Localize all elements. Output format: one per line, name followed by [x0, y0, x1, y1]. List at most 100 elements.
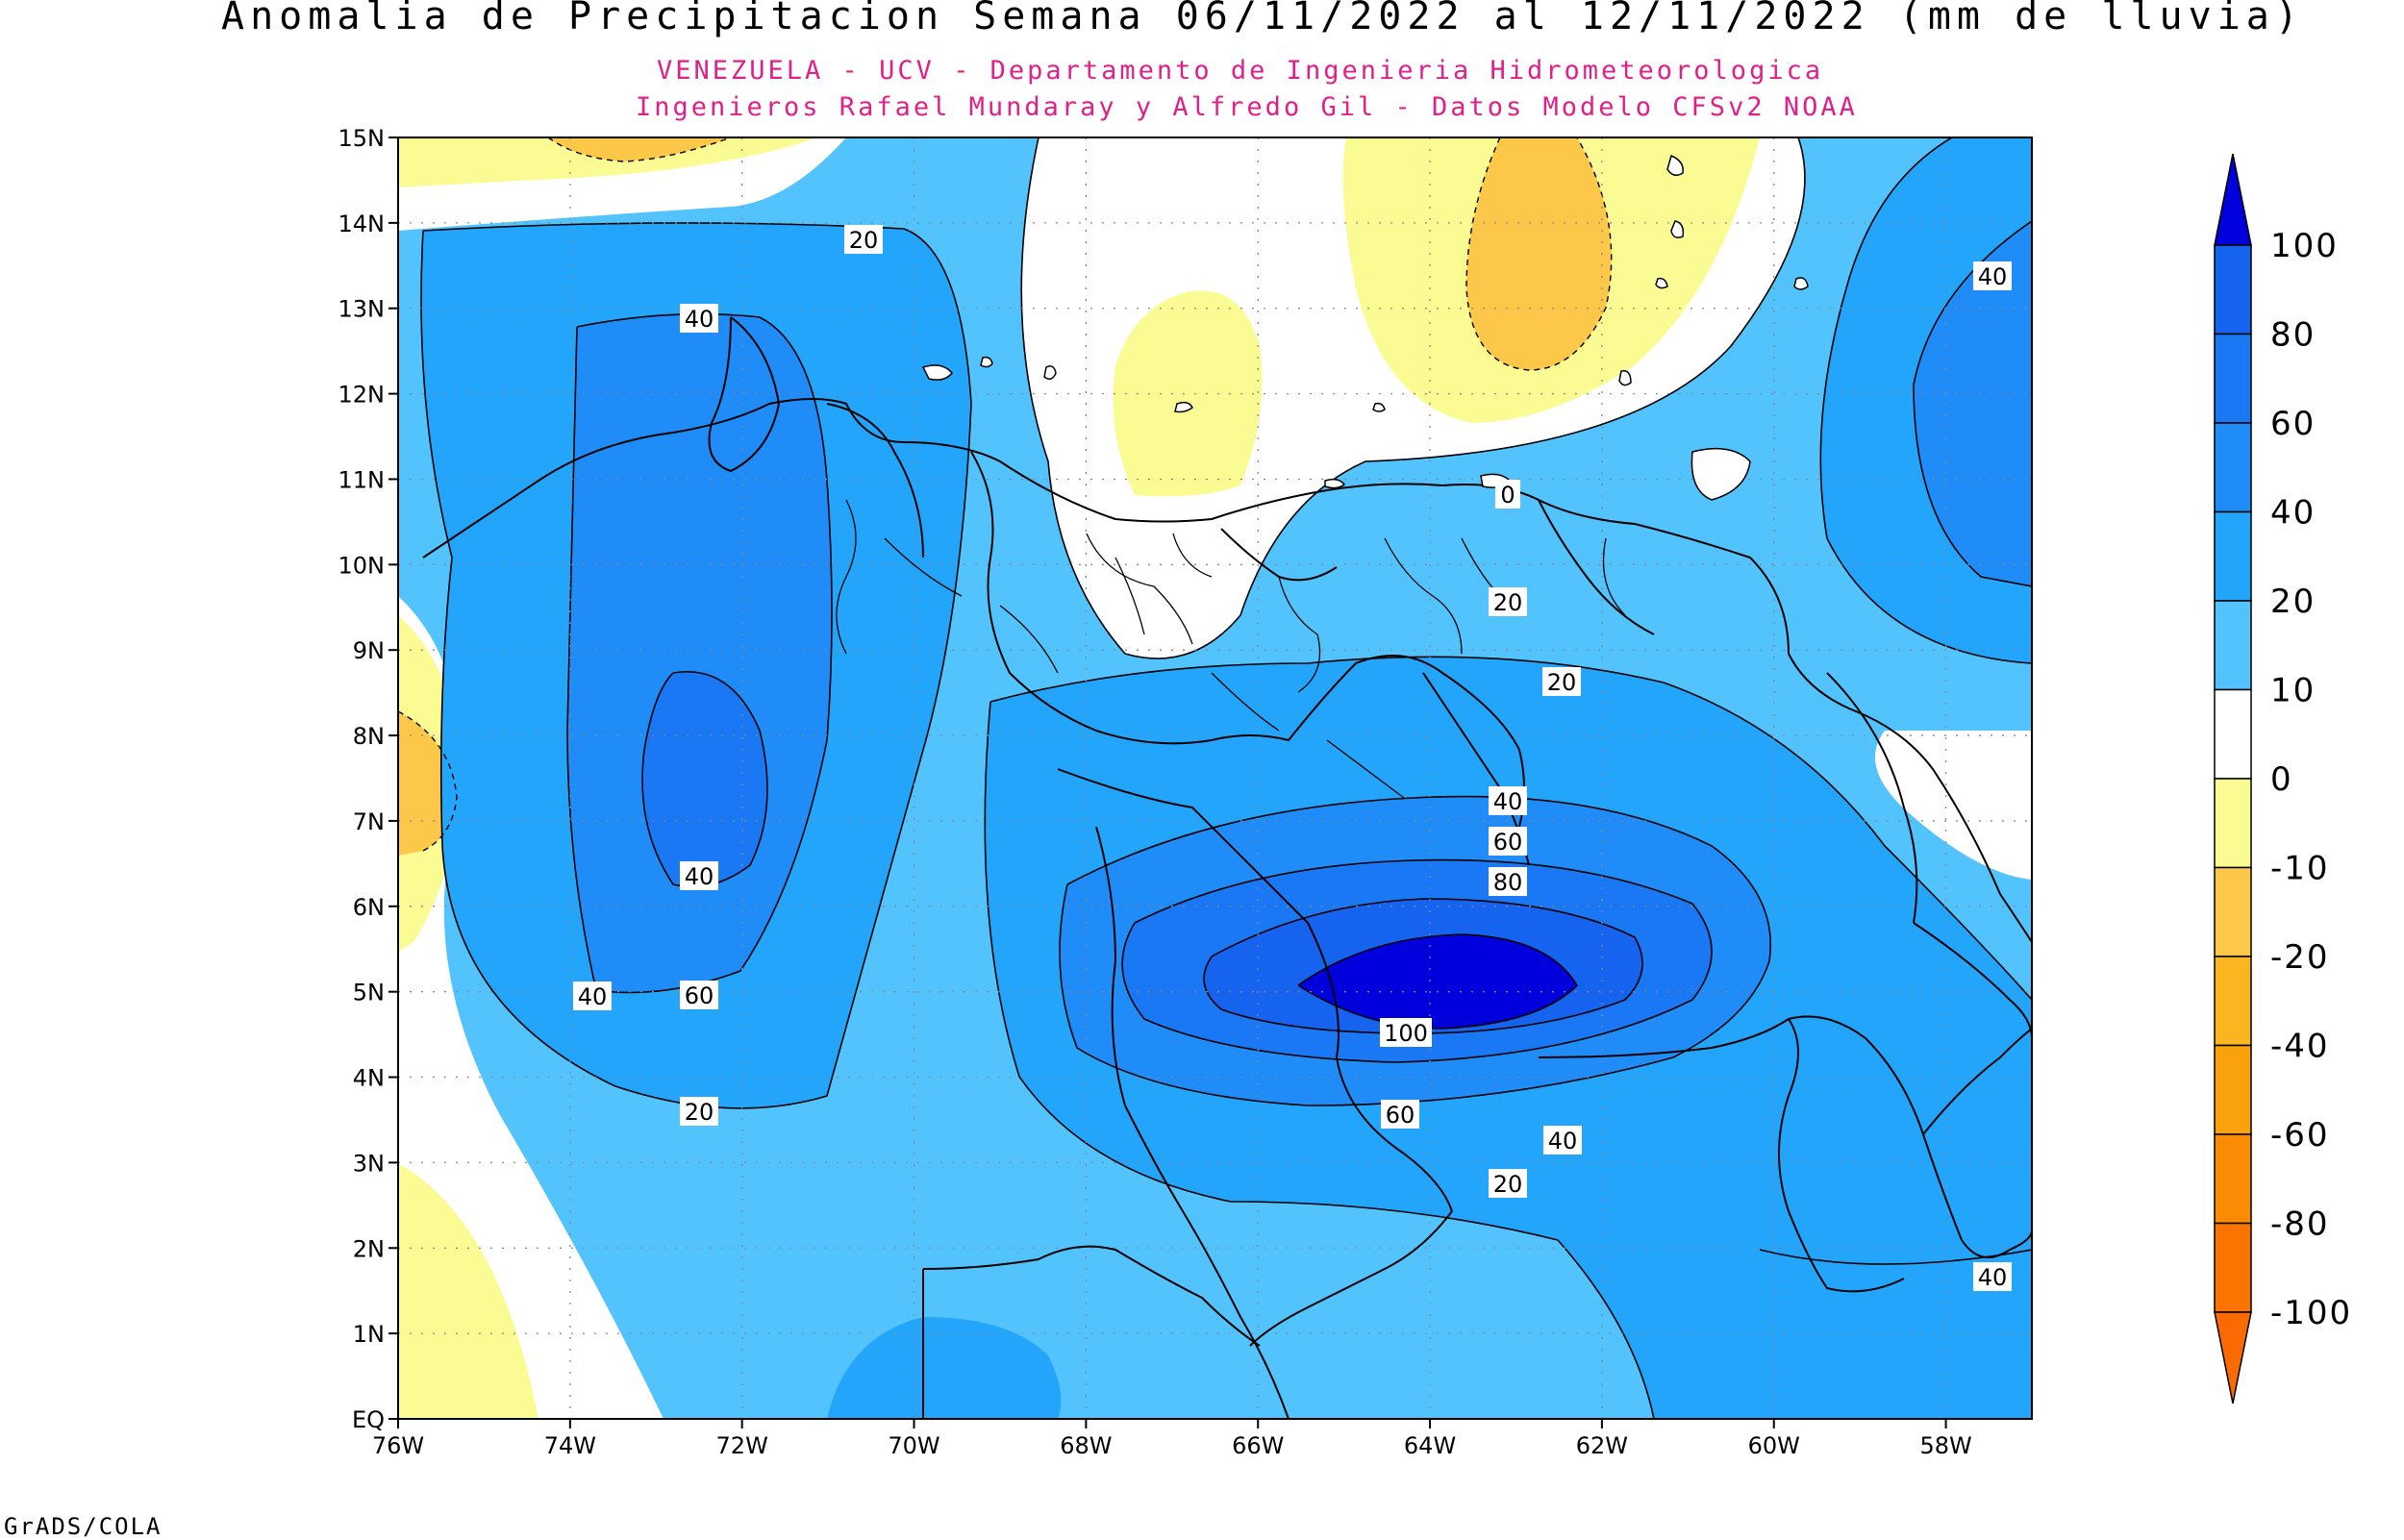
contour-label: 60	[1386, 1102, 1415, 1129]
contour-label-bg	[1973, 261, 2012, 290]
lon-tick-label: 58W	[1919, 1432, 1971, 1459]
colorbar-label: -40	[2270, 1028, 2330, 1066]
contour-label-bg	[1489, 587, 1527, 616]
colorbar-label: 20	[2270, 583, 2316, 621]
fill-60-80-west	[642, 671, 767, 887]
negative-contours	[398, 137, 1613, 852]
lon-tick-label: 68W	[1060, 1432, 1112, 1459]
colorbar-label: -60	[2270, 1116, 2330, 1155]
contour-label-bg	[1489, 786, 1527, 815]
contour-label: 20	[849, 227, 879, 254]
contour-label-bg	[1543, 1126, 1582, 1155]
colorbar-segment	[2214, 1222, 2252, 1313]
lat-tick-label: 2N	[353, 1235, 385, 1262]
colorbar-segment	[2214, 1133, 2252, 1225]
contour-label: 60	[1493, 829, 1523, 856]
colorbar-segment	[2214, 510, 2252, 602]
colorbar-label: -10	[2270, 850, 2330, 888]
contour-label-bg	[1542, 667, 1581, 696]
contour-label-bg	[680, 981, 718, 1009]
fill-white-east	[1875, 731, 2032, 880]
map-title: Anomalia de Precipitacion Semana 06/11/2…	[221, 0, 2304, 38]
colorbar-label: 40	[2270, 494, 2316, 533]
contour-label: 40	[578, 983, 608, 1010]
colorbar-segment	[2214, 333, 2252, 424]
contour-label-bg	[573, 981, 612, 1010]
colorbar-label: 100	[2270, 227, 2339, 265]
contour-label: 20	[1493, 1171, 1523, 1198]
contour-label-bg	[1495, 480, 1520, 509]
fill-yellow-sw	[398, 1163, 538, 1419]
lat-tick-label: 1N	[353, 1321, 385, 1348]
contour-value-labels: 20 40 40 60 40 20 40 20 0 20 40 60 80 100 60 40 20 40	[573, 225, 2012, 1291]
axes: 15N 14N 13N 12N 11N 10N 9N 8N 7N 6N 5N 4N 3N 2N 1N EQ76…	[338, 125, 1972, 1459]
contour-label-bg	[1489, 867, 1527, 896]
contour-label: 40	[685, 306, 714, 333]
filled-contours	[398, 137, 2032, 1419]
contour-label: 100	[1384, 1020, 1428, 1047]
contour-lines	[420, 137, 2032, 1419]
lon-tick-label: 70W	[888, 1432, 939, 1459]
colorbar-segment	[2214, 600, 2252, 691]
fill-orange-north	[1466, 137, 1612, 370]
lon-tick-label: 66W	[1232, 1432, 1284, 1459]
colorbar-label: 10	[2270, 672, 2316, 710]
fill-20-40-south	[827, 1317, 1062, 1419]
fill-over-100	[1298, 934, 1577, 1029]
contour-label-bg	[1973, 1262, 2012, 1291]
islands	[921, 154, 1809, 501]
lat-tick-label: 9N	[353, 637, 385, 664]
contour-label-bg	[1380, 1018, 1432, 1047]
contour-label-bg	[1489, 1169, 1527, 1198]
colorbar-label: -20	[2270, 938, 2330, 977]
contour-label: 20	[685, 1099, 714, 1126]
colorbar-top-arrow	[2214, 153, 2252, 246]
fill-40-60-ne	[1914, 221, 2032, 586]
contour-label: 20	[1493, 589, 1523, 616]
plot-frame	[397, 137, 2033, 1420]
fill-white-west	[398, 596, 664, 1419]
lat-tick-label: 11N	[338, 466, 386, 493]
colorbar-segment	[2214, 422, 2252, 513]
lat-tick-label: 7N	[353, 808, 385, 835]
contour-label-bg	[680, 1097, 718, 1126]
lat-tick-label: 12N	[338, 382, 386, 409]
footer-credit: GrADS/COLA	[4, 1513, 163, 1540]
lat-tick-label: EQ	[352, 1406, 385, 1433]
lat-tick-label: 15N	[338, 125, 386, 152]
lat-tick-label: 14N	[338, 211, 386, 237]
colorbar-label: -80	[2270, 1205, 2330, 1244]
contour-label: 40	[1493, 788, 1523, 815]
lon-tick-label: 74W	[544, 1432, 596, 1459]
fill-40-60-west	[567, 313, 832, 993]
contour-label-bg	[1489, 827, 1527, 856]
colorbar-segment	[2214, 244, 2252, 335]
fill-yellow-island	[1113, 290, 1263, 497]
contour-label: 0	[1500, 482, 1515, 509]
contour-label-bg	[1381, 1100, 1419, 1129]
contour-label: 60	[685, 982, 714, 1009]
lon-tick-label: 76W	[372, 1432, 424, 1459]
contour-label-bg	[844, 225, 883, 254]
colorbar-segment	[2214, 866, 2252, 957]
contour-label: 80	[1493, 869, 1523, 896]
lat-tick-label: 4N	[353, 1065, 385, 1092]
contour-label: 40	[685, 863, 714, 890]
colorbar-label: 0	[2270, 760, 2293, 799]
colorbar-bottom-arrow	[2214, 1311, 2252, 1404]
colorbar-segment	[2214, 688, 2252, 780]
colorbar-segment	[2214, 956, 2252, 1047]
fill-yellow-nw	[398, 137, 817, 187]
colorbar-label: 60	[2270, 405, 2316, 443]
contour-label-bg	[680, 861, 718, 890]
lon-tick-label: 62W	[1576, 1432, 1628, 1459]
lat-tick-label: 5N	[353, 980, 385, 1006]
lat-tick-label: 10N	[338, 552, 386, 579]
contour-label: 40	[1978, 263, 2008, 290]
lat-tick-label: 8N	[353, 723, 385, 750]
lon-tick-label: 64W	[1404, 1432, 1456, 1459]
lat-tick-label: 3N	[353, 1150, 385, 1177]
contour-label: 20	[1547, 669, 1577, 696]
contour-label: 40	[1548, 1128, 1578, 1155]
